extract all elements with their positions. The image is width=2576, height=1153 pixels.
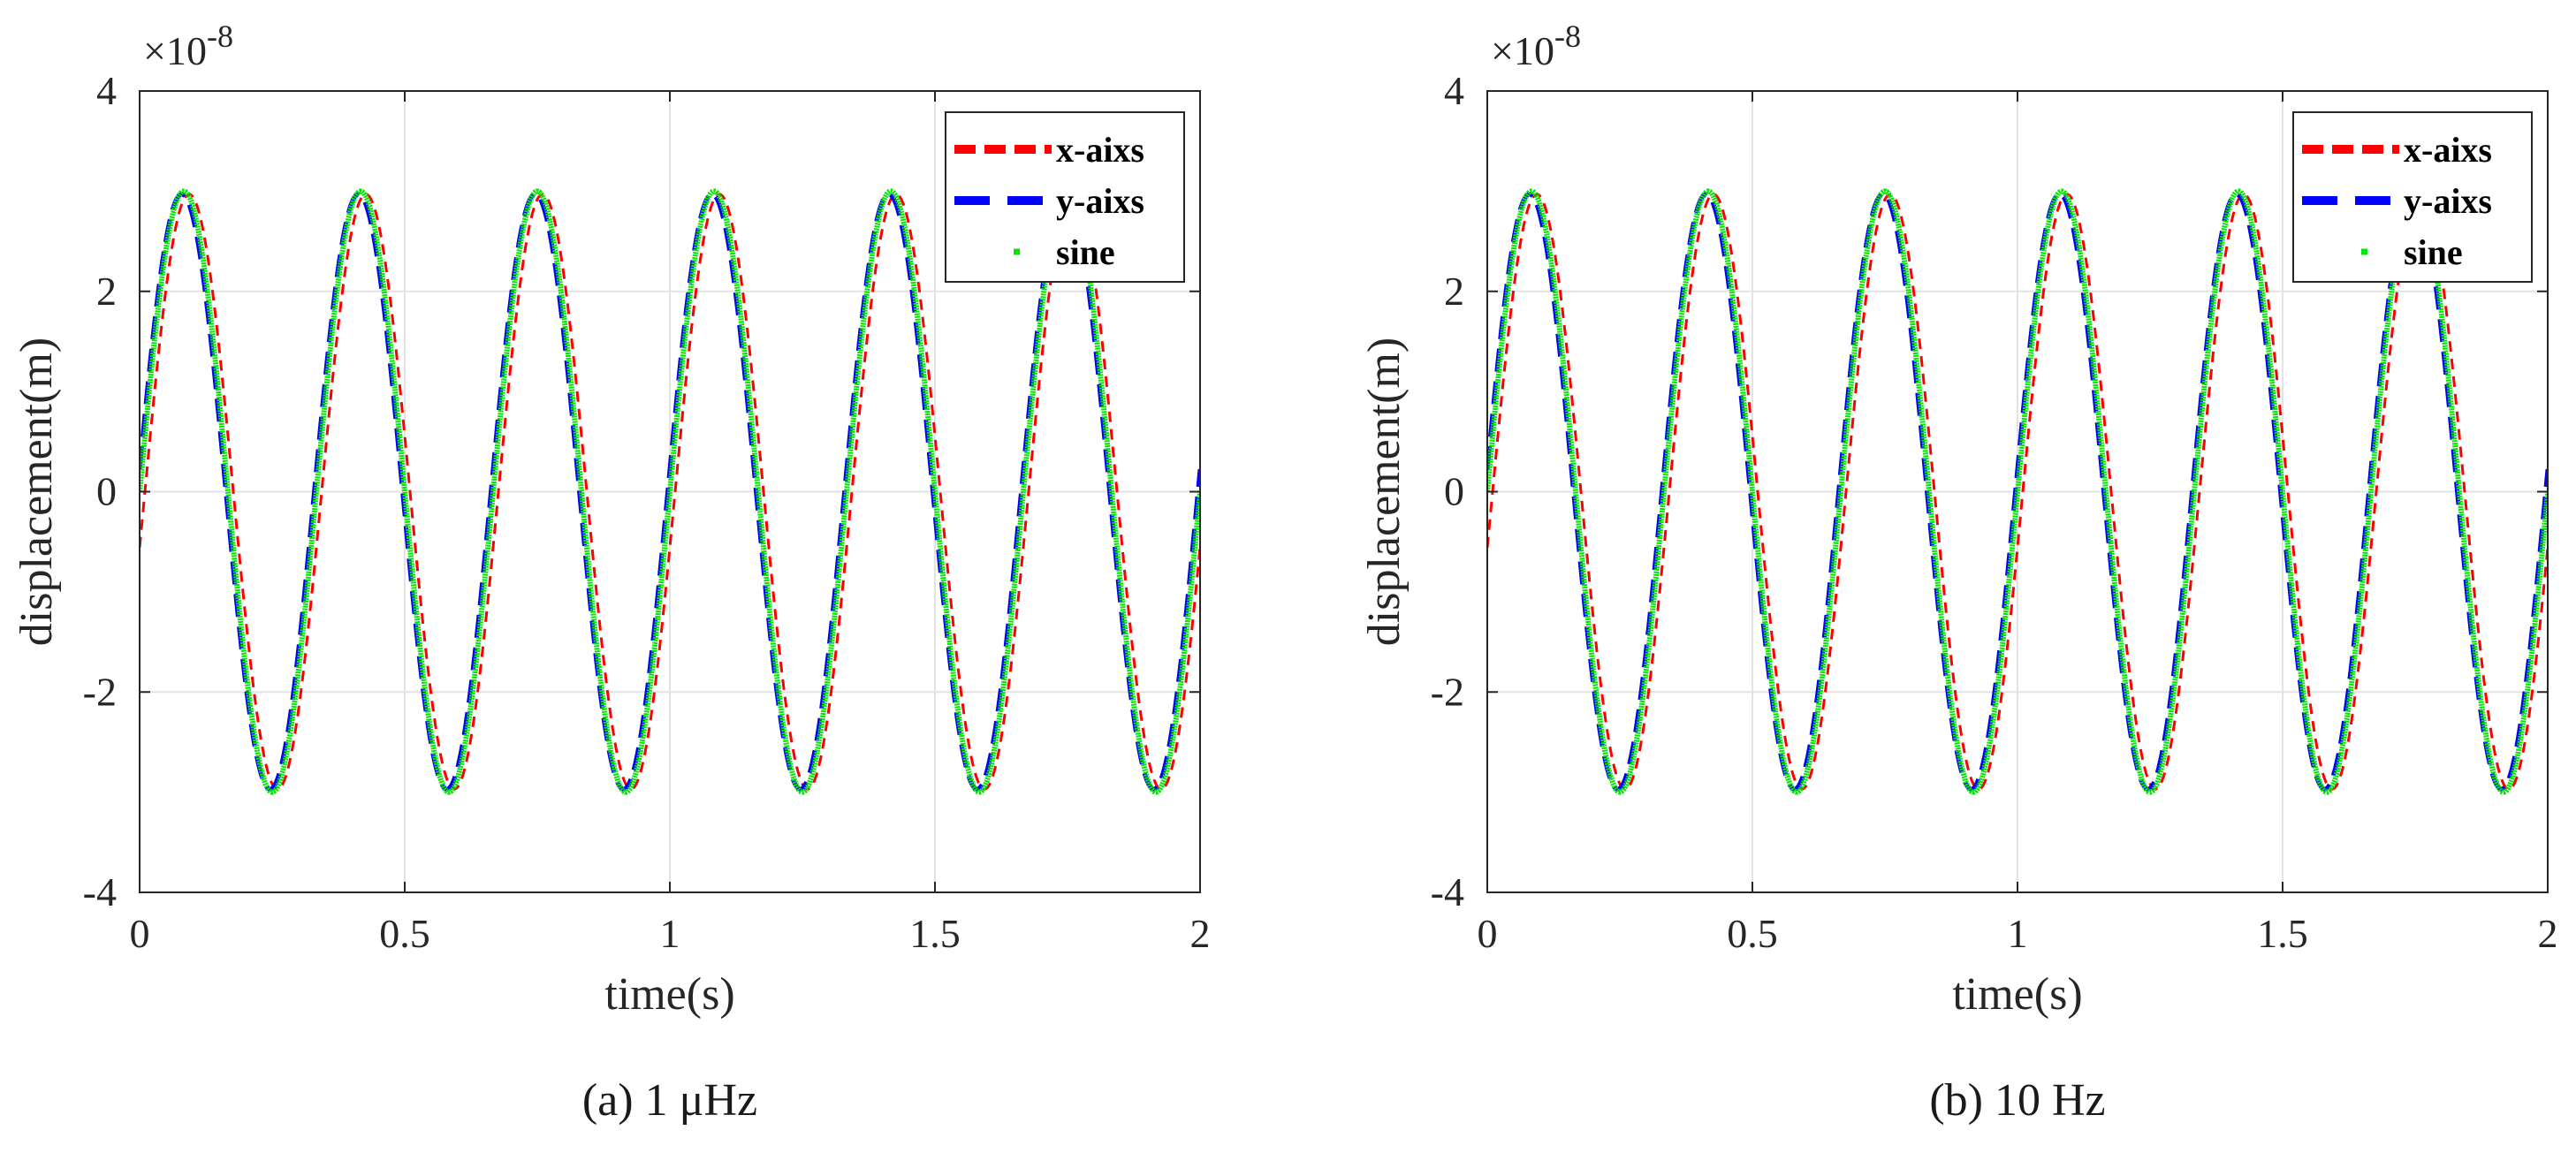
legend-label-y-aixs: y-aixs — [1056, 181, 1144, 221]
series-group — [1487, 188, 2548, 795]
x-tick-label: 0.5 — [1727, 911, 1778, 956]
y-tick-label: 4 — [1444, 68, 1464, 113]
y-tick-label: 2 — [1444, 269, 1464, 314]
x-axis-label: time(s) — [1952, 969, 2082, 1020]
x-tick-label: 1.5 — [2257, 911, 2308, 956]
series-line-sine — [140, 188, 1200, 795]
caption-a: (a) 1 μHz — [582, 1075, 757, 1126]
y-tick-label: 0 — [1444, 469, 1464, 514]
x-axis-label: time(s) — [604, 969, 734, 1020]
x-tick-label: 1 — [660, 911, 680, 956]
x-tick-label: 0.5 — [379, 911, 430, 956]
chart-panel-a: 0 0.5 1 1.5 2 -4 -2 0 2 4 ×10-8 time(s) displacement… — [11, 19, 1211, 1126]
x-tick-label: 0 — [1478, 911, 1498, 956]
series-line-sine — [1487, 188, 2548, 795]
y-tick-label: -4 — [83, 869, 117, 914]
y-exponent-label: ×10-8 — [1491, 19, 1581, 73]
x-tick-label: 2 — [2538, 911, 2558, 956]
legend-label-sine: sine — [1056, 232, 1115, 272]
chart-panel-b: 0 0.5 1 1.5 2 -4 -2 0 2 4 ×10-8 time(s) displacement… — [1359, 19, 2558, 1126]
legend: x-aixs y-aixs sine — [2292, 111, 2533, 283]
y-tick-label: -2 — [1431, 669, 1464, 714]
y-tick-label: 4 — [96, 68, 117, 113]
legend-label-x-aixs: x-aixs — [1056, 130, 1144, 170]
caption-b: (b) 10 Hz — [1929, 1075, 2105, 1126]
legend-label-sine: sine — [2404, 232, 2463, 272]
series-group — [140, 188, 1200, 795]
x-tick-label: 1.5 — [909, 911, 961, 956]
x-tick-label: 2 — [1190, 911, 1211, 956]
y-axis-label: displacement(m) — [1359, 338, 1410, 646]
y-tick-label: -4 — [1431, 869, 1464, 914]
series-line-x-aixs — [140, 193, 1200, 791]
y-tick-label: -2 — [83, 669, 117, 714]
series-line-x-aixs — [1487, 193, 2548, 791]
y-axis-label: displacement(m) — [11, 338, 62, 646]
y-tick-label: 0 — [96, 469, 117, 514]
y-exponent-label: ×10-8 — [143, 19, 233, 73]
x-tick-label: 0 — [130, 911, 150, 956]
legend-label-y-aixs: y-aixs — [2404, 181, 2492, 221]
x-tick-label: 1 — [2008, 911, 2028, 956]
legend-label-x-aixs: x-aixs — [2404, 130, 2492, 170]
legend: x-aixs y-aixs sine — [945, 111, 1185, 283]
y-tick-label: 2 — [96, 269, 117, 314]
